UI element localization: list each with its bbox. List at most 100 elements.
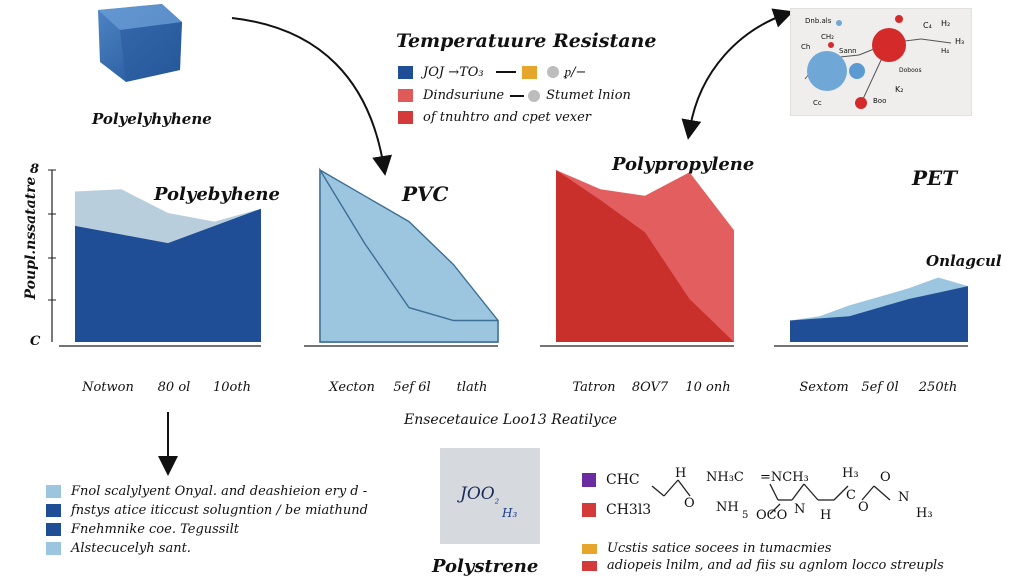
x-tick-label: 250th xyxy=(918,380,958,395)
chem-h3-right: H₃ xyxy=(916,506,933,521)
molecule-label-11: Boo xyxy=(873,97,887,105)
molecule-label-2: H₂ xyxy=(941,19,951,28)
bl-legend-row: Alstecucelyh sant. xyxy=(46,541,191,556)
br-legend-text-2: adiopeis lnilm, and ad fiis su agnlom lo… xyxy=(607,558,944,573)
polystyrene-box-text: JOO₂ xyxy=(460,484,500,507)
br-legend-row-2: adiopeis lnilm, and ad fiis su agnlom lo… xyxy=(582,558,944,573)
molecule-atom-small-red xyxy=(855,97,867,109)
bl-swatch xyxy=(46,523,61,536)
bl-legend-row: Fnol scalylyent Onyal. and deashieion er… xyxy=(46,484,367,499)
chart-title-polyethylene: Polyebyhene xyxy=(154,184,280,205)
legend-label-5: of tnuhtro and cpet vexer xyxy=(423,110,592,125)
legend-swatch-light-red xyxy=(398,89,413,102)
chem-o: O xyxy=(684,496,695,511)
x-tick-label: Sextom xyxy=(799,380,849,395)
area-series-0-1 xyxy=(75,208,261,342)
chem-n-right: N xyxy=(898,490,910,505)
y-tick-bottom: C xyxy=(30,334,41,349)
bl-legend-row: fnstys atice iticcust solugntion / be mi… xyxy=(46,503,368,518)
molecule-label-8: Sann xyxy=(839,47,857,55)
molecule-label-10: Doboos xyxy=(899,67,922,74)
arrow-molecule-loop xyxy=(681,8,794,140)
area-series-3-1 xyxy=(790,286,968,342)
pet-annotation: Onlagcul xyxy=(926,252,1002,270)
molecule-label-9: Cc xyxy=(813,99,822,107)
br-legend-row-1: Ucstis satice socees in tumacmies xyxy=(582,541,831,556)
legend-swatch-orange xyxy=(521,65,537,79)
legend-swatch-red xyxy=(398,111,413,124)
polystyrene-box-h: H₃ xyxy=(502,506,518,520)
polystyrene-box: JOO₂ H₃ xyxy=(440,448,540,544)
molecule-atom-tiny-red xyxy=(895,15,903,23)
chem-legend-text-1: CHC xyxy=(606,472,640,488)
chem-legend-row-1: CHC xyxy=(582,472,640,488)
molecule-label-6: Ch xyxy=(801,43,811,51)
chem-legend-row-2: CH3l3 xyxy=(582,502,651,518)
legend-label-4: Stumet lnion xyxy=(546,88,631,103)
bl-legend-text: Alstecucelyh sant. xyxy=(71,541,191,556)
area-series-2-1 xyxy=(556,170,734,342)
chem-swatch-red xyxy=(582,503,596,517)
br-legend-text-1: Ucstis satice socees in tumacmies xyxy=(607,541,832,556)
chem-sub5: 5 xyxy=(742,510,749,521)
x-tick-label: 80 ol xyxy=(157,380,191,395)
legend-dash-2 xyxy=(510,94,525,97)
chem-legend-text-2: CH3l3 xyxy=(606,502,652,518)
area-series-1-1 xyxy=(319,167,499,343)
chem-c-right: C xyxy=(846,488,856,503)
molecule-label-1: Dnb.als xyxy=(805,17,832,25)
arrow-to-pvc xyxy=(231,17,392,176)
molecule-atom-small-blue xyxy=(849,63,865,79)
bl-swatch xyxy=(46,504,61,517)
legend-label-3: Dindsuriune xyxy=(423,88,505,103)
legend-label-2: ᵱ/− xyxy=(564,65,587,80)
bl-swatch xyxy=(46,542,61,555)
polyethylene-icon-label: Polyelyhyhene xyxy=(92,110,212,128)
bl-legend-text: fnstys atice iticcust solugntion / be mi… xyxy=(71,503,368,518)
chem-nch3: =NCH₃ xyxy=(760,470,809,485)
molecule-label-7: CH₂ xyxy=(821,33,834,41)
molecule-label-4: H₃ xyxy=(955,37,965,46)
bl-legend-row: Fnehmnike coe. Tegussilt xyxy=(46,522,239,537)
x-tick-label: tlath xyxy=(456,380,488,395)
legend-circle-grey xyxy=(546,66,559,78)
x-tick-label: 10oth xyxy=(213,380,251,395)
header-legend-row-2: Dindsuriune Stumet lnion xyxy=(398,88,631,103)
x-tick-label: 8OV7 xyxy=(631,380,669,395)
chem-n-mid: N xyxy=(794,502,806,517)
legend-dash xyxy=(495,71,516,73)
br-swatch-orange xyxy=(582,543,597,554)
legend-swatch-dark-blue xyxy=(398,65,413,79)
x-tick-label: 5ef 6l xyxy=(393,380,431,395)
polystyrene-label: Polystrene xyxy=(432,556,539,577)
chart-title-polypropylene: Polypropylene xyxy=(612,154,755,175)
chem-o-mid: O xyxy=(858,500,869,515)
x-tick-label: Tatron xyxy=(572,380,616,395)
chem-nh: NH xyxy=(716,500,739,515)
x-axis-caption: Ensecetauice Loo13 Reatilyce xyxy=(404,412,618,428)
chem-nh3c: NH₃C xyxy=(706,470,744,485)
chart-title-pvc: PVC xyxy=(402,182,449,206)
bl-legend-text: Fnol scalylyent Onyal. and deashieion er… xyxy=(71,484,368,499)
chem-h-top: H xyxy=(675,466,687,481)
y-tick-top: 8 xyxy=(30,162,40,177)
header-legend-row-1: JOJ →TO₃ ᵱ/− xyxy=(398,64,586,80)
chem-h-mid: H xyxy=(820,508,832,523)
legend-circle-grey-2 xyxy=(528,89,541,102)
br-swatch-red xyxy=(582,560,597,571)
bl-legend-text: Fnehmnike coe. Tegussilt xyxy=(71,522,240,537)
chem-h3-top: H₃ xyxy=(842,466,859,481)
molecule-diagram xyxy=(804,15,952,109)
molecule-thumbnail: Dnb.als H₂ C₄ H₃ H₄ Ch CH₂ Sann Cc Doboo… xyxy=(790,8,972,116)
chem-swatch-purple xyxy=(582,473,596,487)
molecule-label-5: H₄ xyxy=(941,47,950,55)
chart-main-title: Temperatuure Resistane xyxy=(396,30,657,52)
x-tick-label: 10 onh xyxy=(685,380,731,395)
x-tick-label: Notwon xyxy=(82,380,134,395)
chem-ococo: OCO xyxy=(756,508,788,523)
chart-title-pet: PET xyxy=(912,166,958,190)
legend-label-1: JOJ →TO₃ xyxy=(423,64,484,80)
